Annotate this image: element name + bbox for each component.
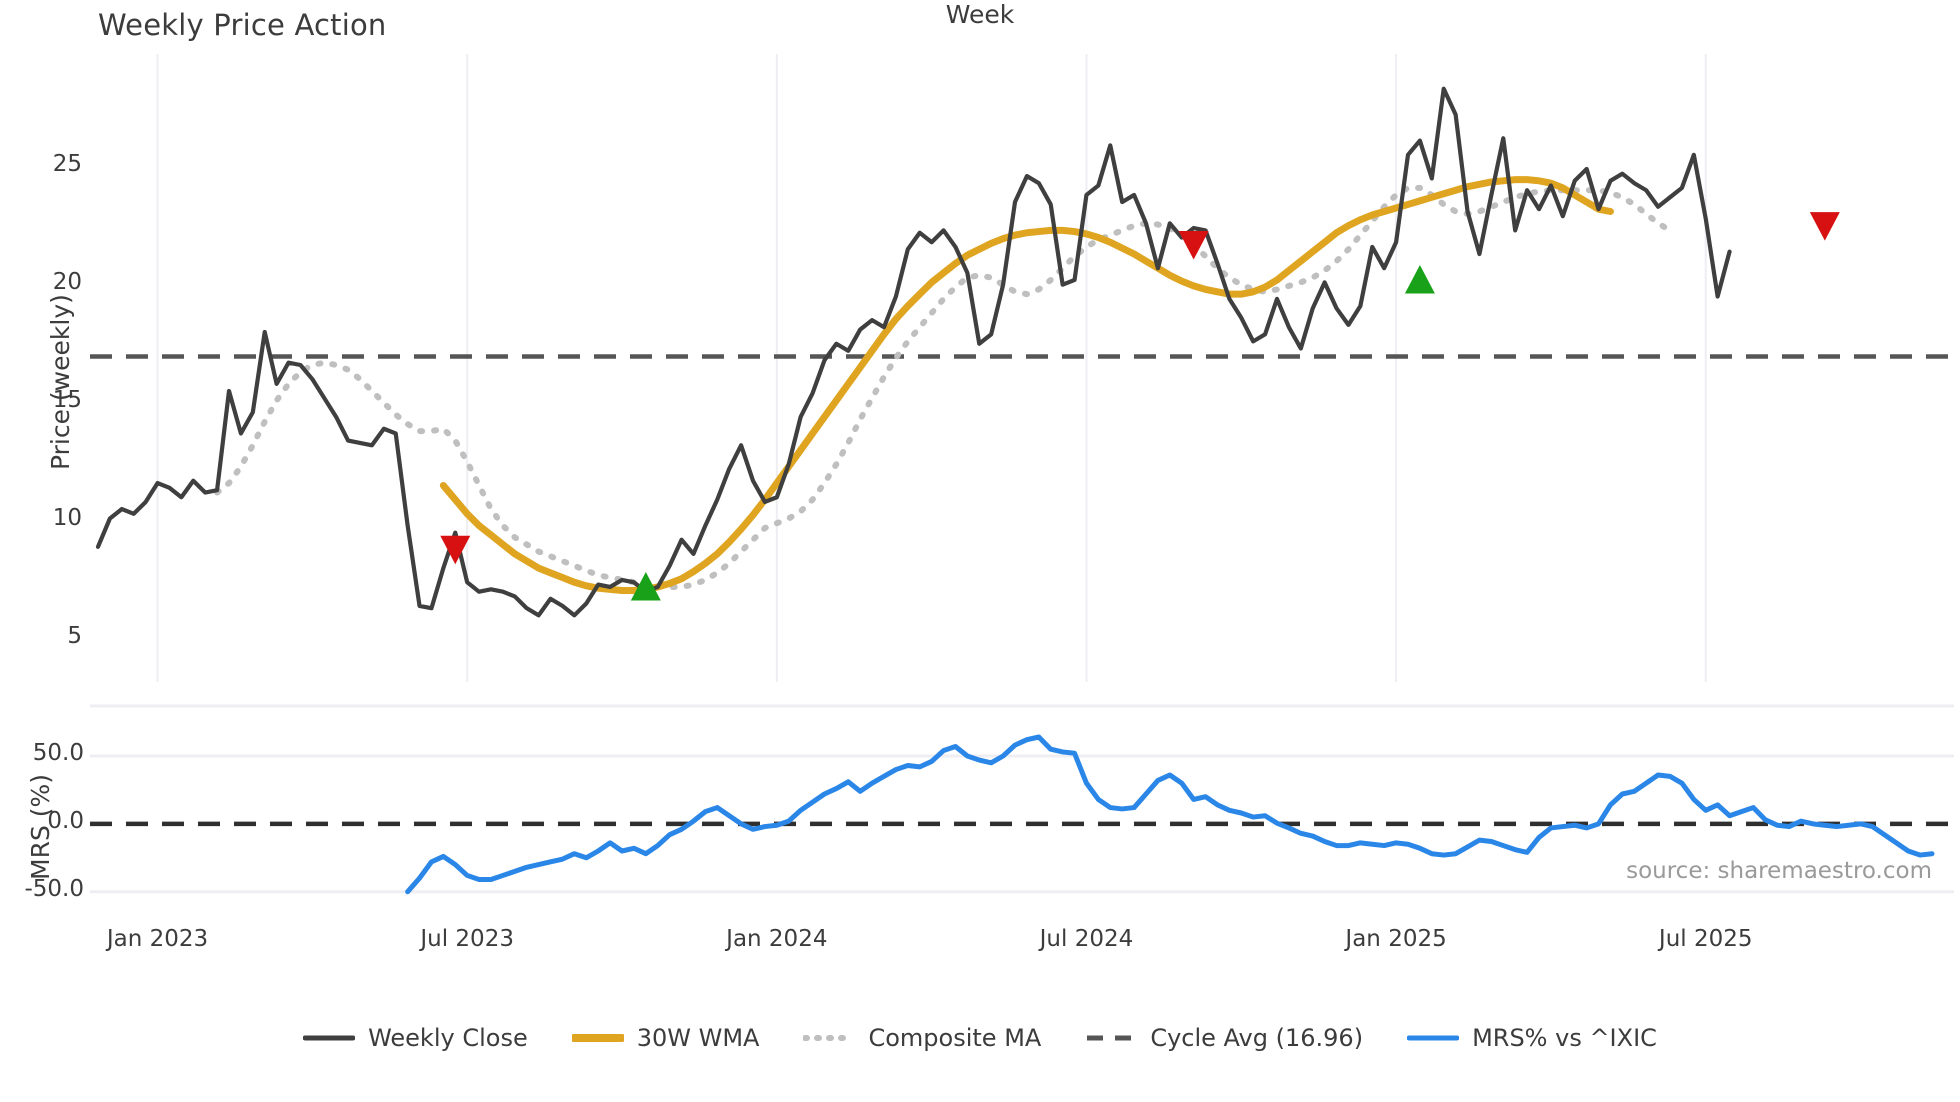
price-ytick-25: 25	[52, 150, 82, 177]
buy-marker-1	[630, 571, 661, 601]
legend-label-0: Weekly Close	[368, 1024, 528, 1052]
buy-marker-3	[1404, 264, 1435, 294]
sell-marker-2	[1178, 231, 1209, 260]
legend-label-2: Composite MA	[868, 1024, 1042, 1052]
legend-item-1[interactable]: 30W WMA	[571, 1024, 760, 1052]
legend-label-1: 30W WMA	[636, 1024, 760, 1052]
legend-swatch-0	[303, 1035, 356, 1041]
legend-swatch-3	[1087, 1035, 1136, 1041]
price-ytick-20: 20	[52, 268, 82, 295]
wma30-line	[439, 176, 1614, 595]
xtick-jul-2024: Jul 2024	[1039, 926, 1134, 952]
composite-ma-line	[214, 184, 1673, 590]
legend-label-4: MRS% vs ^IXIC	[1472, 1024, 1657, 1052]
mrs-ytick-neg50: -50.0	[24, 875, 84, 902]
legend-swatch-1	[571, 1034, 624, 1042]
xtick-jan-2023: Jan 2023	[106, 926, 209, 952]
mrs-ytick-zero: 0.0	[47, 807, 84, 834]
x-axis-label: Week	[945, 0, 1015, 29]
legend-swatch-2	[803, 1035, 856, 1041]
chart-legend: Weekly Close 30W WMA Composite MA Cycle Avg…	[0, 1024, 1960, 1052]
legend-item-0[interactable]: Weekly Close	[303, 1024, 528, 1052]
legend-item-4[interactable]: MRS% vs ^IXIC	[1407, 1024, 1657, 1052]
weekly-close-line	[95, 86, 1732, 618]
sell-marker-0	[440, 535, 471, 565]
xtick-jul-2023: Jul 2023	[420, 926, 514, 952]
legend-label-3: Cycle Avg (16.96)	[1150, 1024, 1364, 1052]
price-ytick-15: 15	[52, 386, 82, 413]
legend-swatch-4	[1407, 1035, 1460, 1041]
sell-marker-4	[1809, 212, 1840, 241]
source-watermark: source: sharemaestro.com	[1626, 858, 1932, 884]
legend-item-2[interactable]: Composite MA	[803, 1024, 1041, 1052]
legend-item-3[interactable]: Cycle Avg (16.96)	[1085, 1024, 1363, 1052]
xtick-jul-2025: Jul 2025	[1658, 926, 1753, 952]
mrs-ytick-50: 50.0	[32, 740, 84, 766]
xtick-jan-2024: Jan 2024	[726, 926, 828, 952]
xtick-jan-2025: Jan 2025	[1345, 926, 1447, 952]
price-ytick-10: 10	[52, 504, 82, 531]
price-panel	[90, 54, 1954, 682]
price-ytick-5: 5	[67, 622, 82, 649]
page-title: Weekly Price Action	[98, 8, 387, 42]
